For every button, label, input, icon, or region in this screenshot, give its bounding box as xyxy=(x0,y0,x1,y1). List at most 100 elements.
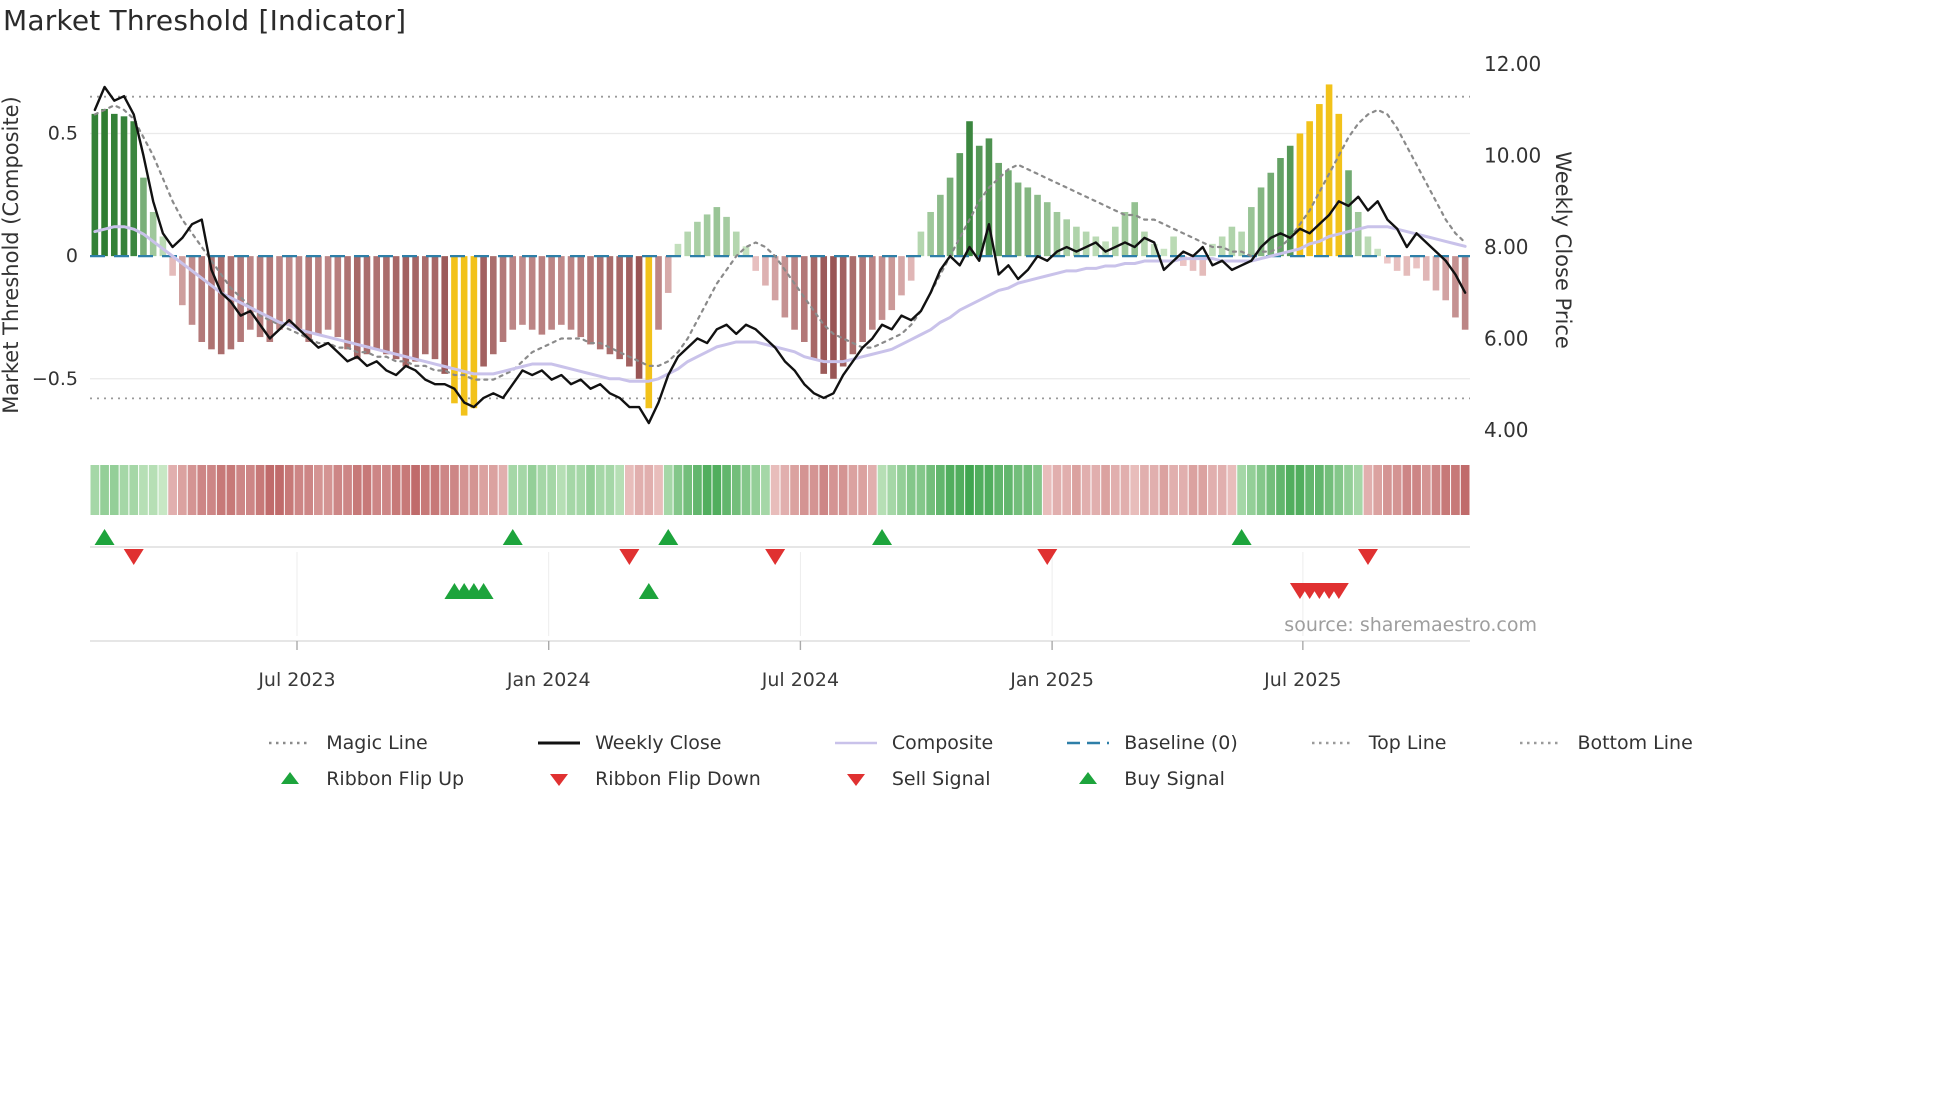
ribbon-cell xyxy=(1460,465,1470,515)
ribbon-cell xyxy=(741,465,751,515)
threshold-bar xyxy=(771,256,779,301)
chart-title: Market Threshold [Indicator] xyxy=(3,4,407,37)
threshold-bar xyxy=(1393,256,1401,271)
ribbon-cell xyxy=(284,465,294,515)
ribbon-cell xyxy=(1149,465,1159,515)
ribbon-cell xyxy=(1120,465,1130,515)
threshold-bar xyxy=(295,256,303,330)
threshold-bar xyxy=(441,256,449,374)
buy-signal-marker xyxy=(638,583,659,599)
threshold-bar xyxy=(674,243,682,257)
threshold-bar xyxy=(791,256,798,330)
ribbon-cell xyxy=(1363,465,1373,515)
threshold-bar xyxy=(1073,226,1080,257)
right-tick-label: 12.00 xyxy=(1484,52,1541,76)
legend-item-top-line: Top Line xyxy=(1310,732,1446,754)
ribbon-cell xyxy=(459,465,469,515)
ribbon-cell xyxy=(1334,465,1344,515)
legend-label: Buy Signal xyxy=(1124,768,1225,790)
threshold-bar xyxy=(1218,236,1226,257)
threshold-bar xyxy=(878,256,886,320)
threshold-bar xyxy=(956,153,964,257)
ribbon-cell xyxy=(333,465,343,515)
threshold-bar xyxy=(645,256,653,409)
threshold-bar xyxy=(1014,182,1022,257)
ribbon-cell xyxy=(216,465,226,515)
threshold-bar xyxy=(1452,256,1459,318)
threshold-bar xyxy=(198,256,206,342)
threshold-bar xyxy=(995,162,1002,257)
threshold-bar xyxy=(626,256,633,367)
threshold-bar xyxy=(1296,133,1304,257)
threshold-bar xyxy=(1277,158,1284,257)
legend-label: Baseline (0) xyxy=(1124,732,1238,754)
threshold-bar xyxy=(849,256,857,355)
ribbon-cell xyxy=(1178,465,1188,515)
ribbon-cell xyxy=(926,465,935,515)
threshold-bar xyxy=(800,256,808,342)
ribbon-cell xyxy=(129,465,139,515)
right-tick-label: 6.00 xyxy=(1484,326,1529,350)
threshold-bar xyxy=(528,256,536,330)
ribbon-cell xyxy=(1198,465,1208,515)
threshold-bar xyxy=(723,216,730,257)
ribbon-cell xyxy=(751,465,761,515)
threshold-bar xyxy=(1442,256,1450,301)
triangle-up-sample-icon xyxy=(1079,772,1098,784)
legend-item-ribbon-flip-up: Ribbon Flip Up xyxy=(267,768,464,790)
ribbon-cell xyxy=(1295,465,1305,515)
legend-label: Ribbon Flip Down xyxy=(595,768,761,790)
ribbon-cell xyxy=(90,465,100,515)
threshold-bar xyxy=(567,256,575,330)
threshold-bar xyxy=(587,256,594,345)
left-tick-label: 0.5 xyxy=(48,122,78,144)
threshold-bar xyxy=(237,256,244,342)
ribbon-cell xyxy=(1042,465,1052,515)
ribbon-cell xyxy=(401,465,411,515)
ribbon-cell xyxy=(1324,465,1334,515)
threshold-bar xyxy=(1267,172,1275,257)
threshold-bar xyxy=(1150,243,1158,257)
threshold-bar xyxy=(421,256,429,355)
ribbon-cell xyxy=(1353,465,1363,515)
threshold-bar xyxy=(305,256,312,342)
ribbon-cell xyxy=(275,465,284,515)
ribbon-cell xyxy=(362,465,372,515)
threshold-bar xyxy=(917,231,925,257)
threshold-bar xyxy=(820,256,828,374)
ribbon-cell xyxy=(848,465,858,515)
ribbon-cell xyxy=(1159,465,1169,515)
ribbon-cell xyxy=(1285,465,1295,515)
x-tick-label: Jul 2025 xyxy=(1263,669,1341,691)
threshold-bar xyxy=(1209,243,1216,257)
threshold-bar xyxy=(412,256,419,362)
right-tick-label: 10.00 xyxy=(1484,144,1541,168)
threshold-bar xyxy=(1121,211,1129,257)
threshold-bar xyxy=(898,256,905,296)
threshold-bar xyxy=(1170,236,1177,257)
ribbon-cell xyxy=(790,465,799,515)
threshold-bar xyxy=(188,256,196,325)
ribbon-flip-up-marker xyxy=(94,529,115,545)
sell-signal-marker xyxy=(1328,583,1349,599)
ribbon-cell xyxy=(829,465,838,515)
ribbon-cell xyxy=(1344,465,1353,515)
threshold-bar xyxy=(1316,104,1323,257)
threshold-bar xyxy=(247,256,254,330)
threshold-bar xyxy=(110,113,118,257)
right-tick-label: 4.00 xyxy=(1484,418,1529,442)
threshold-bar xyxy=(577,256,585,338)
legend-item-ribbon-flip-down: Ribbon Flip Down xyxy=(536,768,761,790)
ribbon-cell xyxy=(1081,465,1091,515)
ribbon-cell xyxy=(615,465,625,515)
ribbon-cell xyxy=(148,465,158,515)
ribbon-cell xyxy=(1110,465,1120,515)
ribbon-cell xyxy=(158,465,168,515)
weekly-close-line xyxy=(93,85,1467,425)
legend-label: Magic Line xyxy=(326,732,428,754)
ribbon-cell xyxy=(139,465,148,515)
threshold-bar xyxy=(985,138,993,257)
dotted-line-sample-icon xyxy=(269,741,312,745)
threshold-bar xyxy=(499,256,507,342)
